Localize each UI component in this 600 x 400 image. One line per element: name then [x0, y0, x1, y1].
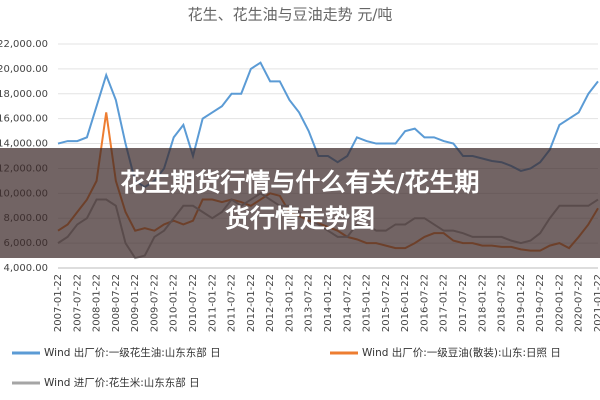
- legend-label: Wind 进厂价:花生米:山东东部 日: [44, 376, 200, 389]
- y-tick-label: 14,000.00: [0, 139, 48, 150]
- x-tick-label: 2015-01-22: [362, 274, 373, 332]
- legend-label: Wind 出厂价:一级豆油(散装):山东:日照 日: [362, 346, 561, 359]
- x-tick-label: 2013-07-22: [304, 274, 315, 332]
- x-tick-label: 2016-07-22: [419, 274, 430, 332]
- x-tick-label: 2017-07-22: [458, 274, 469, 332]
- x-tick-label: 2018-01-22: [477, 274, 488, 332]
- x-axis: 2007-01-22 2007-07-22 2008-01-22 2008-07-22…: [53, 267, 600, 332]
- x-tick-label: 2009-07-22: [149, 274, 160, 332]
- x-tick-label: 2012-01-22: [246, 274, 257, 332]
- banner-background: [0, 148, 600, 258]
- x-tick-label: 2015-07-22: [381, 274, 392, 332]
- x-tick-label: 2009-01-22: [130, 274, 141, 332]
- banner-line: 货行情走势图: [225, 204, 375, 233]
- x-tick-label: 2010-07-22: [188, 274, 199, 332]
- y-tick-label: 22,000.00: [0, 39, 48, 50]
- x-tick-label: 2013-01-22: [284, 274, 295, 332]
- x-tick-label: 2014-01-22: [323, 274, 334, 332]
- y-tick-label: 20,000.00: [0, 64, 48, 75]
- x-tick-label: 2020-07-22: [574, 274, 585, 332]
- y-tick-label: 18,000.00: [0, 89, 48, 100]
- x-tick-label: 2019-07-22: [535, 274, 546, 332]
- x-tick-label: 2018-07-22: [497, 274, 508, 332]
- x-tick-label: 2020-01-22: [554, 274, 565, 332]
- x-tick-label: 2010-01-22: [169, 274, 180, 332]
- x-tick-label: 2011-07-22: [227, 274, 238, 332]
- x-tick-label: 2016-01-22: [400, 274, 411, 332]
- x-tick-label: 2007-01-22: [53, 274, 64, 332]
- chart-title: 花生、花生油与豆油走势 元/吨: [188, 6, 393, 24]
- x-tick-label: 2008-01-22: [92, 274, 103, 332]
- x-tick-label: 2007-07-22: [72, 274, 83, 332]
- x-tick-label: 2019-01-22: [516, 274, 527, 332]
- x-tick-label: 2008-07-22: [111, 274, 122, 332]
- banner-line: 花生期货行情与什么有关/花生期: [120, 168, 479, 197]
- x-tick-label: 2011-01-22: [207, 274, 218, 332]
- x-tick-label: 2012-07-22: [265, 274, 276, 332]
- x-tick-label: 2021-01-22: [593, 274, 600, 332]
- y-tick-label: 16,000.00: [0, 114, 48, 125]
- legend-label: Wind 出厂价:一级花生油:山东东部 日: [44, 346, 221, 359]
- legend: Wind 出厂价:一级花生油:山东东部 日 Wind 出厂价:一级豆油(散装):山…: [12, 346, 561, 389]
- y-tick-label: 4,000.00: [3, 263, 48, 274]
- x-tick-label: 2017-01-22: [439, 274, 450, 332]
- x-tick-label: 2014-07-22: [342, 274, 353, 332]
